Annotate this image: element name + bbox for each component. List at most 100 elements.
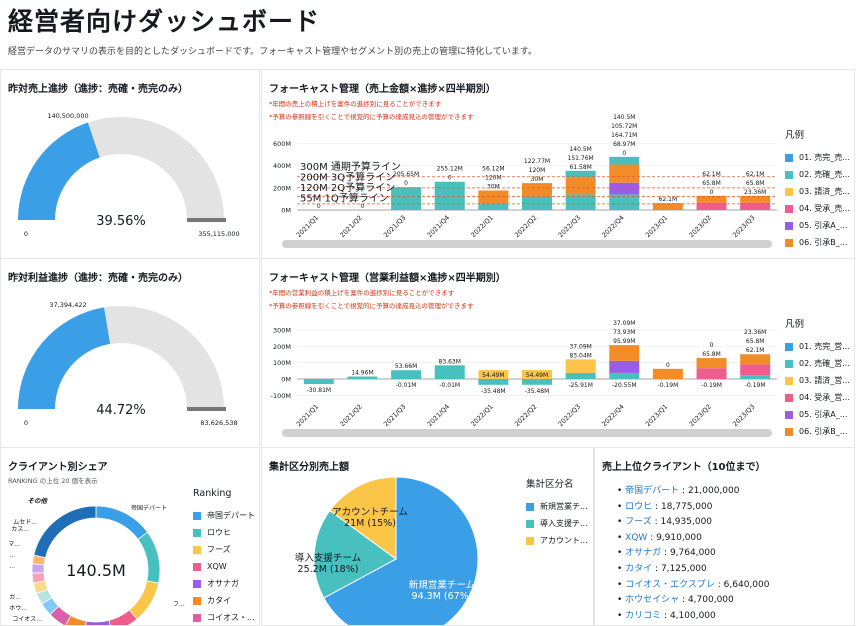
forecast-profit-legend-item[interactable]: 03. 請済_営... — [785, 372, 850, 389]
forecast-profit-legend-item[interactable]: 06. 引承B_... — [785, 423, 850, 440]
top-client-name-link[interactable]: カタイ — [625, 563, 653, 574]
segment-legend-item[interactable]: アカウント... — [526, 532, 588, 549]
bar-segment[interactable] — [652, 368, 683, 379]
forecast-profit-scrollbar[interactable] — [282, 429, 772, 437]
bar-segment[interactable] — [391, 370, 422, 379]
top-client-name-link[interactable]: オサナガ — [625, 548, 662, 559]
legend-label: 04. 受承_売... — [799, 204, 850, 213]
x-tick-label: 2023/Q1 — [644, 403, 669, 428]
bar-segment[interactable] — [609, 345, 640, 361]
bar-segment[interactable] — [740, 202, 771, 210]
bar-segment[interactable] — [609, 194, 640, 210]
legend-swatch — [785, 238, 793, 247]
bar-segment[interactable] — [696, 202, 727, 210]
bar-data-label: 62.1M — [659, 196, 678, 203]
bar-segment[interactable] — [565, 194, 596, 210]
client-share-legend-item[interactable]: コイオス・... — [193, 609, 255, 625]
forecast-sales-legend-item[interactable]: 05. 引承A_... — [785, 217, 850, 234]
bar-segment[interactable] — [696, 195, 727, 203]
bar-segment[interactable] — [522, 196, 552, 210]
donut-slice[interactable] — [108, 609, 138, 626]
bar-segment[interactable] — [434, 181, 465, 210]
bar-segment[interactable] — [609, 164, 640, 183]
bar-segment[interactable] — [609, 156, 640, 165]
bar-segment[interactable] — [609, 372, 640, 379]
client-share-legend-item[interactable]: オサナガ — [193, 575, 255, 592]
donut-callout-label: ムセド... — [13, 519, 37, 526]
client-share-legend-item[interactable]: 帝国デパート — [193, 507, 255, 524]
forecast-sales-legend-item[interactable]: 06. 引承B_... — [785, 234, 850, 251]
top-client-name-link[interactable]: コイオス・エクスプレ — [625, 579, 715, 590]
bar-segment[interactable] — [522, 370, 552, 379]
donut-center-label: 140.5M — [66, 561, 126, 580]
bar-segment[interactable] — [740, 375, 771, 379]
bar-segment[interactable] — [740, 195, 771, 203]
segment-legend-item[interactable]: 新規営業チ... — [526, 498, 588, 515]
gauge-target-label: 140,500,000 — [47, 112, 88, 120]
gauge-min-label: 0 — [24, 230, 28, 238]
bar-segment[interactable] — [347, 376, 378, 379]
pie-slice[interactable] — [329, 476, 397, 560]
bar-data-label: 61.58M — [569, 164, 591, 171]
top-client-name-link[interactable]: ロウヒ — [625, 501, 653, 512]
y-tick-label: 0M — [281, 376, 291, 384]
legend-swatch — [785, 393, 793, 402]
client-share-legend-item[interactable]: XQW — [193, 558, 255, 575]
bar-segment[interactable] — [565, 372, 596, 379]
bar-segment[interactable] — [652, 203, 683, 210]
client-share-legend-item[interactable]: ロウヒ — [193, 524, 255, 541]
donut-slice[interactable] — [33, 505, 97, 559]
reference-line-label: 120M 2Q予算ライン — [300, 181, 395, 194]
bar-segment[interactable] — [565, 170, 596, 178]
forecast-profit-legend-item[interactable]: 04. 受承_営... — [785, 389, 850, 406]
client-share-legend-item[interactable]: カタイ — [193, 592, 255, 609]
bar-segment[interactable] — [303, 379, 334, 385]
forecast-sales-legend-item[interactable]: 04. 受承_売... — [785, 200, 850, 217]
bar-data-label: 83.63M — [439, 358, 461, 365]
bar-segment[interactable] — [478, 203, 509, 210]
bar-segment[interactable] — [609, 360, 640, 373]
forecast-profit-legend-item[interactable]: 01. 売完_営... — [785, 338, 850, 355]
x-tick-label: 2021/Q3 — [382, 214, 407, 239]
donut-slice[interactable] — [128, 580, 160, 620]
legend-swatch — [526, 502, 534, 511]
top-client-name-link[interactable]: ホウセイシャ — [625, 595, 680, 606]
segment-legend-item[interactable]: 導入支援チ... — [526, 515, 588, 532]
bar-segment[interactable] — [609, 182, 640, 195]
bar-segment[interactable] — [565, 177, 596, 195]
y-tick-label: 0M — [281, 207, 291, 215]
top-client-name-link[interactable]: XQW — [625, 532, 648, 543]
donut-slice[interactable] — [84, 619, 112, 626]
x-tick-label: 2021/Q1 — [295, 403, 320, 428]
bar-segment[interactable] — [696, 358, 727, 369]
top-client-name-link[interactable]: 帝国デパート — [625, 486, 680, 496]
bar-segment[interactable] — [565, 359, 596, 373]
bar-segment[interactable] — [740, 354, 771, 365]
bar-segment[interactable] — [478, 370, 509, 379]
top-client-name-link[interactable]: カリコミ — [625, 610, 662, 621]
bar-segment[interactable] — [522, 379, 552, 385]
bar-segment[interactable] — [522, 183, 552, 197]
top-client-name-link[interactable]: フーズ — [625, 517, 652, 528]
forecast-sales-legend-item[interactable]: 01. 売完_売... — [785, 149, 850, 166]
forecast-profit-legend-item[interactable]: 05. 引承A_... — [785, 406, 850, 423]
forecast-profit-legend-item[interactable]: 02. 売確_営... — [785, 355, 850, 372]
pie-slice[interactable] — [313, 509, 397, 599]
legend-swatch — [785, 342, 793, 351]
forecast-sales-legend-item[interactable]: 02. 売確_売... — [785, 166, 850, 183]
gauge-value-label: 39.56% — [96, 214, 146, 229]
bar-segment[interactable] — [478, 190, 509, 204]
donut-slice[interactable] — [31, 563, 45, 574]
bar-segment[interactable] — [740, 364, 771, 376]
bar-segment[interactable] — [434, 365, 465, 379]
bar-segment[interactable] — [391, 187, 422, 210]
bar-data-label: 0 — [361, 203, 365, 210]
bar-data-label: -30.81M — [307, 387, 332, 394]
bar-segment[interactable] — [478, 379, 509, 385]
pie-slice[interactable] — [323, 476, 479, 626]
forecast-sales-scrollbar[interactable] — [282, 240, 772, 248]
bar-segment[interactable] — [696, 368, 727, 379]
forecast-sales-legend-item[interactable]: 03. 請済_売... — [785, 183, 850, 200]
donut-slice[interactable] — [137, 531, 161, 584]
client-share-legend-item[interactable]: フーズ — [193, 541, 255, 558]
